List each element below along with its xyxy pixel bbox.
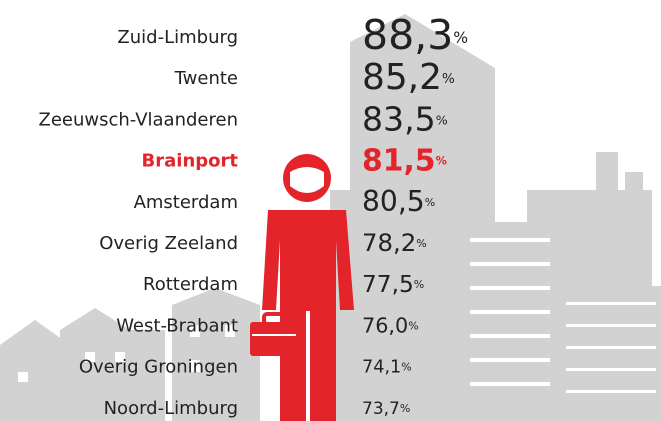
house xyxy=(0,320,70,421)
value-unit: % xyxy=(436,112,448,127)
briefcase xyxy=(250,322,298,356)
value-label: 83,5% xyxy=(362,99,448,138)
chimney xyxy=(625,172,643,197)
tower xyxy=(350,14,495,421)
house xyxy=(172,288,260,421)
value-label: 78,2% xyxy=(362,228,427,257)
value-unit: % xyxy=(425,196,435,209)
ranking: Zuid-Limburg 88,3% Twente 85,2% Zeeuwsch-Vla… xyxy=(38,11,468,419)
value-label: 85,2% xyxy=(362,57,455,98)
apartment xyxy=(460,222,560,421)
region-label: Overig Zeeland xyxy=(99,233,238,254)
region-label: West-Brabant xyxy=(116,315,238,336)
value-label: 73,7% xyxy=(362,399,410,419)
value-label: 77,5% xyxy=(362,271,424,298)
value-unit: % xyxy=(400,402,410,415)
value-number: 76,0 xyxy=(362,313,408,337)
chimney xyxy=(596,152,618,197)
value-unit: % xyxy=(408,319,418,332)
value-unit: % xyxy=(453,29,468,47)
body xyxy=(262,210,354,421)
region-label: Zeeuwsch-Vlaanderen xyxy=(38,109,238,130)
value-number: 77,5 xyxy=(362,271,414,298)
briefcase-line xyxy=(252,334,296,336)
region-label: Noord-Limburg xyxy=(104,398,238,419)
value-unit: % xyxy=(436,154,447,168)
value-unit: % xyxy=(442,71,455,87)
value-number: 88,3 xyxy=(362,11,453,59)
value-label: 74,1% xyxy=(362,358,412,378)
value-label: 88,3% xyxy=(362,11,468,59)
value-number: 78,2 xyxy=(362,228,416,257)
value-number: 81,5 xyxy=(362,143,436,178)
value-label: 81,5% xyxy=(362,143,447,178)
briefcase-handle xyxy=(262,312,286,326)
value-unit: % xyxy=(414,278,424,291)
windows xyxy=(470,238,550,386)
value-unit: % xyxy=(401,361,411,374)
region-label: Amsterdam xyxy=(134,192,238,213)
person xyxy=(250,154,354,421)
background-city xyxy=(0,14,661,421)
region-label: Overig Groningen xyxy=(79,357,238,378)
value-label: 80,5% xyxy=(362,185,435,218)
value-number: 85,2 xyxy=(362,57,442,98)
region-label: Twente xyxy=(174,68,238,89)
house xyxy=(60,308,165,421)
value-number: 73,7 xyxy=(362,399,400,419)
face xyxy=(290,167,324,193)
windows xyxy=(18,325,235,382)
value-number: 83,5 xyxy=(362,99,436,138)
region-label: Rotterdam xyxy=(143,274,238,295)
value-number: 80,5 xyxy=(362,185,425,218)
value-label: 76,0% xyxy=(362,313,419,337)
value-unit: % xyxy=(416,237,426,250)
value-number: 74,1 xyxy=(362,358,401,378)
windows xyxy=(566,302,656,393)
region-label: Zuid-Limburg xyxy=(117,27,238,48)
region-label: Brainport xyxy=(142,151,239,172)
low-block xyxy=(558,286,661,421)
